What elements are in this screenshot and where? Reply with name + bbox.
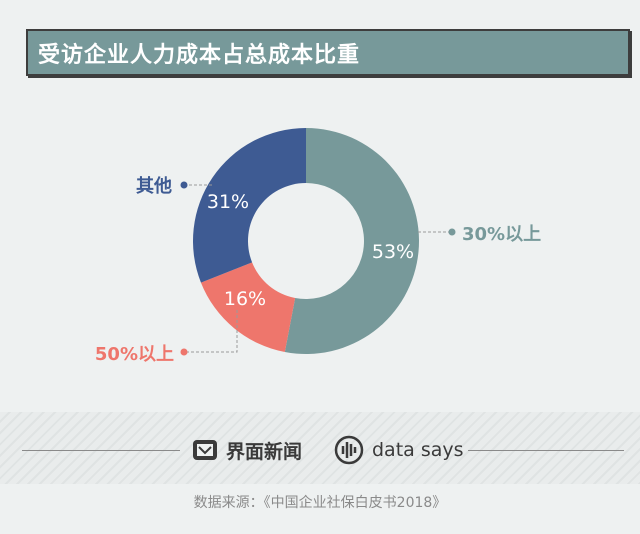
brand-data-says: data says [334,434,464,466]
footer-band [0,412,640,484]
title-bar: 受访企业人力成本占总成本比重 [26,29,630,76]
data-says-logo-icon [334,435,364,465]
slice-category-label-0: 30%以上 [462,224,541,245]
leader-dot-2 [180,181,188,189]
donut-slice-1 [200,262,296,352]
leader-dot-1 [180,348,188,356]
brand-jiemian: 界面新闻 [192,434,302,466]
slice-value-label-0: 53% [372,241,414,263]
jiemian-logo-icon [193,440,217,460]
donut-chart: 53% 30%以上 16% 50%以上 31% 其他 [95,128,541,365]
donut-slice-0 [284,128,419,354]
chart-title: 受访企业人力成本占总成本比重 [38,42,361,68]
leader-line-1 [184,310,238,353]
slice-value-label-1: 16% [224,288,266,310]
footer-divider-left [22,450,180,451]
slice-category-label-1: 50%以上 [95,344,174,365]
leader-dot-0 [448,228,456,236]
brand-name-en: data says [372,439,464,461]
brand-name-cn: 界面新闻 [226,440,303,463]
footer-divider-right [468,450,624,451]
data-source: 数据来源：《中国企业社保白皮书2018》 [193,495,447,511]
donut-slice-2 [192,128,306,283]
slice-value-label-2: 31% [207,191,249,213]
slice-category-label-2: 其他 [136,175,172,197]
